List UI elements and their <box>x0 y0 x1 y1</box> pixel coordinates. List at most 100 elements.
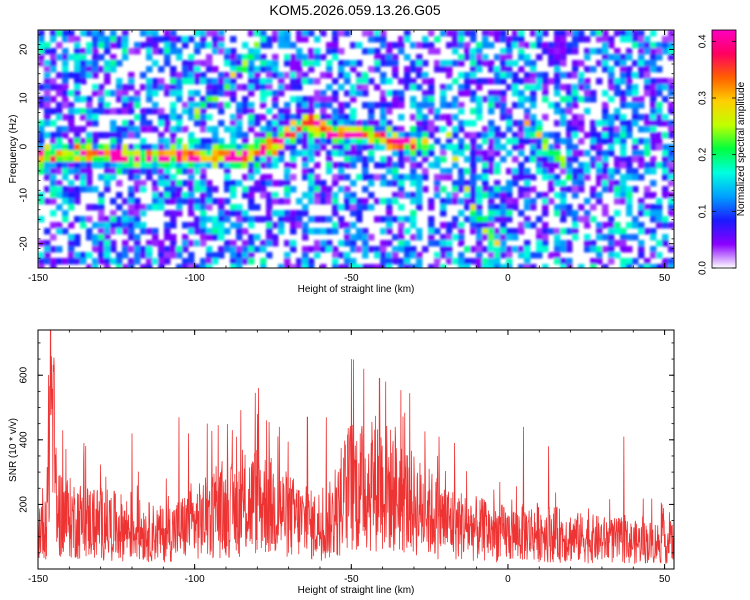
heatmap-cell <box>230 210 237 217</box>
heatmap-cell <box>650 30 657 37</box>
heatmap-cell <box>104 258 111 265</box>
heatmap-cell <box>338 186 345 193</box>
heatmap-cell <box>266 72 273 79</box>
heatmap-cell <box>350 144 357 151</box>
heatmap-cell <box>296 216 303 223</box>
heatmap-cell <box>476 216 483 223</box>
heatmap-cell <box>434 240 441 247</box>
heatmap-cell <box>650 66 657 73</box>
heatmap-cell <box>68 126 75 133</box>
heatmap-cell <box>248 114 255 121</box>
heatmap-cell <box>476 234 483 241</box>
heatmap-cell <box>416 138 423 145</box>
heatmap-cell <box>386 102 393 109</box>
heatmap-cell <box>524 222 531 229</box>
heatmap-cell <box>428 120 435 127</box>
heatmap-cell <box>386 204 393 211</box>
heatmap-cell <box>170 252 177 259</box>
heatmap-cell <box>344 234 351 241</box>
heatmap-cell <box>530 96 537 103</box>
heatmap-cell <box>404 246 411 253</box>
heatmap-cell <box>338 126 345 133</box>
heatmap-cell <box>236 72 243 79</box>
heatmap-cell <box>302 174 309 181</box>
heatmap-cell <box>446 246 453 253</box>
heatmap-cell <box>98 90 105 97</box>
heatmap-cell <box>80 114 87 121</box>
heatmap-cell <box>632 36 639 43</box>
heatmap-cell <box>404 216 411 223</box>
heatmap-cell <box>80 258 87 265</box>
heatmap-cell <box>650 108 657 115</box>
heatmap-cell <box>272 72 279 79</box>
heatmap-cell <box>116 60 123 67</box>
heatmap-cell <box>410 42 417 49</box>
heatmap-cell <box>614 228 621 235</box>
heatmap-cell <box>176 156 183 163</box>
heatmap-cell <box>464 168 471 175</box>
heatmap-cell <box>512 72 519 79</box>
heatmap-cell <box>308 186 315 193</box>
heatmap-cell <box>326 66 333 73</box>
heatmap-cell <box>116 204 123 211</box>
heatmap-cell <box>380 156 387 163</box>
heatmap-cell <box>650 210 657 217</box>
heatmap-cell <box>386 126 393 133</box>
heatmap-cell <box>584 222 591 229</box>
heatmap-cell <box>452 30 459 37</box>
snr-frame <box>37 329 675 570</box>
heatmap-cell <box>80 78 87 85</box>
heatmap-cell <box>566 186 573 193</box>
heatmap-cell <box>170 138 177 145</box>
heatmap-cell <box>218 144 225 151</box>
heatmap-cell <box>602 174 609 181</box>
heatmap-cell <box>296 102 303 109</box>
heatmap-cell <box>104 174 111 181</box>
heatmap-cell <box>62 168 69 175</box>
heatmap-cell <box>128 174 135 181</box>
heatmap-cell <box>332 144 339 151</box>
heatmap-cell <box>500 216 507 223</box>
heatmap-cell <box>332 126 339 133</box>
heatmap-cell <box>386 198 393 205</box>
heatmap-cell <box>56 90 63 97</box>
heatmap-cell <box>470 108 477 115</box>
heatmap-cell <box>386 54 393 61</box>
heatmap-cell <box>632 138 639 145</box>
heatmap-cell <box>638 60 645 67</box>
heatmap-cell <box>500 78 507 85</box>
heatmap-cell <box>638 42 645 49</box>
colorbar-tick-label: 0.2 <box>698 147 709 161</box>
heatmap-cell <box>92 30 99 37</box>
heatmap-cell <box>476 198 483 205</box>
heatmap-cell <box>656 42 663 49</box>
heatmap-cell <box>470 72 477 79</box>
heatmap-cell <box>92 240 99 247</box>
heatmap-cell <box>542 168 549 175</box>
heatmap-cell <box>86 234 93 241</box>
heatmap-cell <box>104 156 111 163</box>
heatmap-cell <box>62 186 69 193</box>
heatmap-cell <box>38 132 45 139</box>
heatmap-cell <box>158 84 165 91</box>
heatmap-cell <box>182 66 189 73</box>
heatmap-cell <box>290 66 297 73</box>
heatmap-cell <box>68 168 75 175</box>
heatmap-cell <box>404 252 411 259</box>
heatmap-cell <box>416 252 423 259</box>
heatmap-cell <box>92 222 99 229</box>
heatmap-cell <box>284 210 291 217</box>
heatmap-cell <box>566 210 573 217</box>
heatmap-cell <box>320 138 327 145</box>
heatmap-cell <box>56 258 63 265</box>
heatmap-cell <box>440 198 447 205</box>
heatmap-cell <box>386 252 393 259</box>
heatmap-cell <box>308 198 315 205</box>
heatmap-cell <box>656 240 663 247</box>
heatmap-cell <box>158 144 165 151</box>
heatmap-cell <box>44 114 51 121</box>
heatmap-cell <box>68 36 75 43</box>
heatmap-cell <box>182 198 189 205</box>
heatmap-cell <box>260 84 267 91</box>
heatmap-cell <box>494 90 501 97</box>
